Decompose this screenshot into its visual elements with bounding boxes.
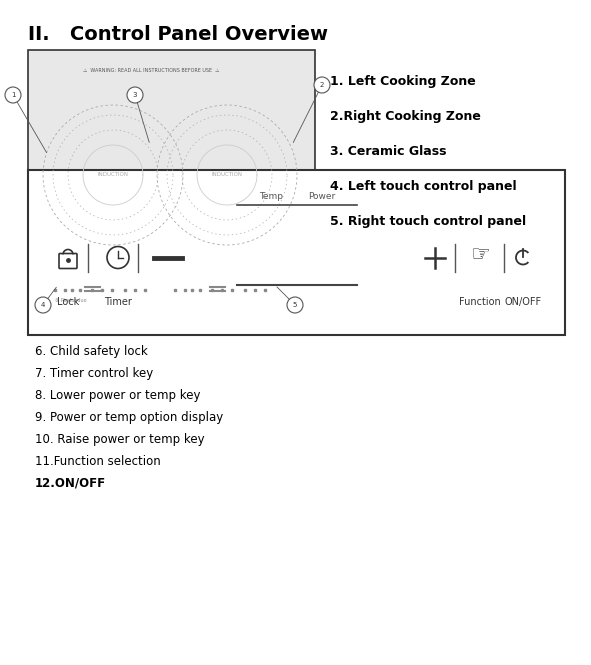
Text: 12.ON/OFF: 12.ON/OFF: [35, 477, 106, 490]
Text: 8. Lower power or temp key: 8. Lower power or temp key: [35, 389, 200, 402]
Text: ☞: ☞: [470, 245, 490, 265]
Bar: [235, 239, 359, 275]
Text: Function: Function: [459, 297, 501, 307]
Circle shape: [127, 87, 143, 103]
Text: II.   Control Panel Overview: II. Control Panel Overview: [28, 25, 328, 44]
Text: 5: 5: [293, 302, 297, 308]
Text: 2.Right Cooking Zone: 2.Right Cooking Zone: [330, 110, 481, 123]
Text: 3: 3: [133, 92, 137, 98]
Text: 10. Raise power or temp key: 10. Raise power or temp key: [35, 433, 204, 446]
Text: ON/OFF: ON/OFF: [505, 297, 541, 307]
FancyBboxPatch shape: [28, 50, 315, 320]
Text: 3. Ceramic Glass: 3. Ceramic Glass: [330, 145, 446, 158]
Text: 4. Left touch control panel: 4. Left touch control panel: [330, 180, 517, 193]
Text: 4: 4: [41, 302, 45, 308]
Text: Lock: Lock: [57, 297, 79, 307]
FancyBboxPatch shape: [59, 253, 77, 269]
Text: ⚠  WARNING: READ ALL INSTRUCTIONS BEFORE USE  ⚠: ⚠ WARNING: READ ALL INSTRUCTIONS BEFORE …: [83, 68, 220, 73]
Text: ⑤ Pinduoduo: ⑤ Pinduoduo: [55, 298, 87, 303]
Text: Power: Power: [308, 192, 335, 201]
Text: Timer: Timer: [104, 297, 132, 307]
Text: 6. Child safety lock: 6. Child safety lock: [35, 345, 148, 358]
Circle shape: [35, 297, 51, 313]
Text: Temp: Temp: [259, 192, 284, 201]
Circle shape: [5, 87, 21, 103]
Text: 7. Timer control key: 7. Timer control key: [35, 367, 153, 380]
Text: INDUCTION: INDUCTION: [98, 172, 128, 178]
Text: 5. Right touch control panel: 5. Right touch control panel: [330, 215, 526, 228]
Text: 9. Power or temp option display: 9. Power or temp option display: [35, 411, 223, 424]
FancyBboxPatch shape: [28, 170, 565, 335]
Circle shape: [314, 77, 330, 93]
Text: 2: 2: [320, 82, 324, 88]
Text: INDUCTION: INDUCTION: [212, 172, 242, 178]
Text: 1: 1: [11, 92, 15, 98]
Text: 11.Function selection: 11.Function selection: [35, 455, 161, 468]
Circle shape: [287, 297, 303, 313]
Text: 1. Left Cooking Zone: 1. Left Cooking Zone: [330, 75, 476, 88]
